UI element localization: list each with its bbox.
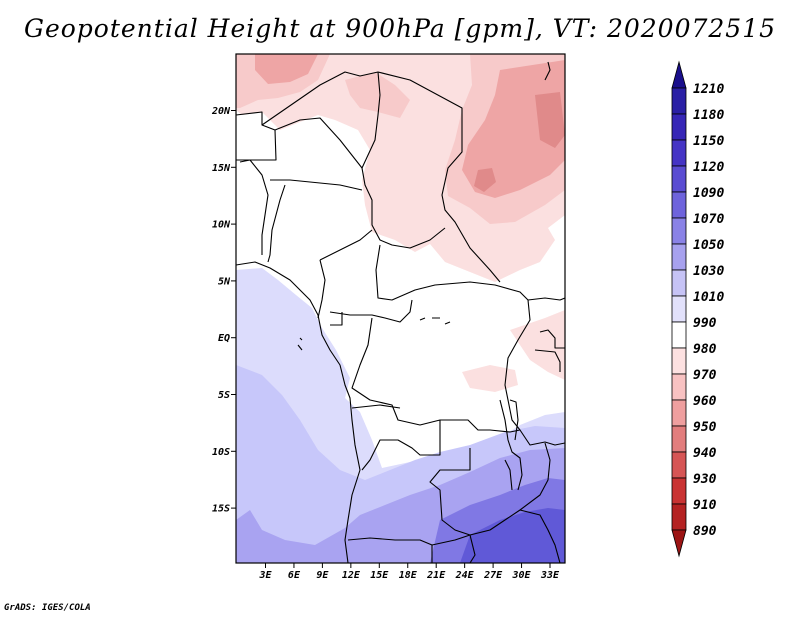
colorbar-bottom-arrow [671,529,687,558]
colorbar-swatch [671,347,687,375]
colorbar-label: 1050 [693,238,724,253]
grads-credit: GrADS: IGES/COLA [4,603,91,613]
colorbar-label: 980 [693,342,717,357]
low-region-4 [474,92,565,192]
colorbar-label: 1120 [693,160,724,175]
low-region-3 [255,54,565,198]
colorbar-swatch [671,373,687,401]
colorbar-label: 1090 [693,186,724,201]
high-region-5 [460,508,565,563]
colorbar-swatch [671,87,687,115]
colorbar-swatch [671,217,687,245]
colorbar-label: 990 [693,316,717,331]
y-tick-label: 15S [212,504,230,515]
colorbar-swatch [671,399,687,427]
colorbar-label: 1010 [693,290,724,305]
x-tick-label: 3E [258,570,272,581]
x-tick-label: 33E [540,570,560,581]
colorbar-label: 1030 [693,264,724,279]
y-tick-label: 20N [211,106,231,117]
x-tick-label: 30E [512,570,532,581]
y-tick-label: EQ [218,333,230,344]
colorbar-label: 940 [693,446,717,461]
x-tick-label: 21E [426,570,446,581]
x-tick-label: 6E [288,570,301,581]
y-tick-label: 10S [212,447,230,458]
colorbar-label: 970 [693,368,717,383]
y-axis: 20N 15N 10N 5N EQ 5S 10S 15S [211,106,236,515]
y-tick-label: 15N [212,163,231,174]
x-tick-label: 9E [316,570,329,581]
x-tick-label: 15E [370,570,389,581]
colorbar-label: 1210 [693,82,724,97]
colorbar-swatch [671,243,687,271]
height-field [236,54,565,563]
colorbar-swatch [671,477,687,505]
y-tick-label: 5S [218,390,230,401]
low-region-5 [462,310,565,392]
colorbar-label: 960 [693,394,717,409]
colorbar-swatch [671,113,687,141]
y-tick-label: 5N [218,276,231,287]
colorbar-label: 950 [693,420,717,435]
x-tick-label: 18E [399,570,418,581]
coastlines-borders [236,61,565,563]
x-tick-label: 24E [455,570,475,581]
colorbar-swatch [671,295,687,323]
colorbar-label: 930 [693,472,717,487]
colorbar-swatch [671,165,687,193]
y-tick-label: 10N [212,220,231,231]
colorbar-swatch [671,425,687,453]
x-tick-label: 27E [483,570,503,581]
colorbar-label: 1070 [693,212,724,227]
colorbar-label: 1180 [693,108,724,123]
colorbar-label: 890 [693,524,717,539]
colorbar: 1210 1180 1150 1120 1090 1070 1050 1030 1010 990 9… [671,60,724,558]
colorbar-label: 1150 [693,134,724,149]
colorbar-swatch [671,321,687,349]
colorbar-swatch [671,503,687,531]
plot-frame [235,53,566,564]
x-axis: 3E 6E 9E 12E 15E 18E 21E 24E 27E 30E 33E [258,563,560,581]
colorbar-swatch [671,191,687,219]
colorbar-top-arrow [671,60,687,89]
colorbar-swatch [671,451,687,479]
colorbar-swatch [671,269,687,297]
colorbar-label: 910 [693,498,717,513]
colorbar-swatch [671,139,687,167]
x-tick-label: 12E [342,570,361,581]
map-title: Geopotential Height at 900hPa [gpm], VT:… [23,14,777,43]
